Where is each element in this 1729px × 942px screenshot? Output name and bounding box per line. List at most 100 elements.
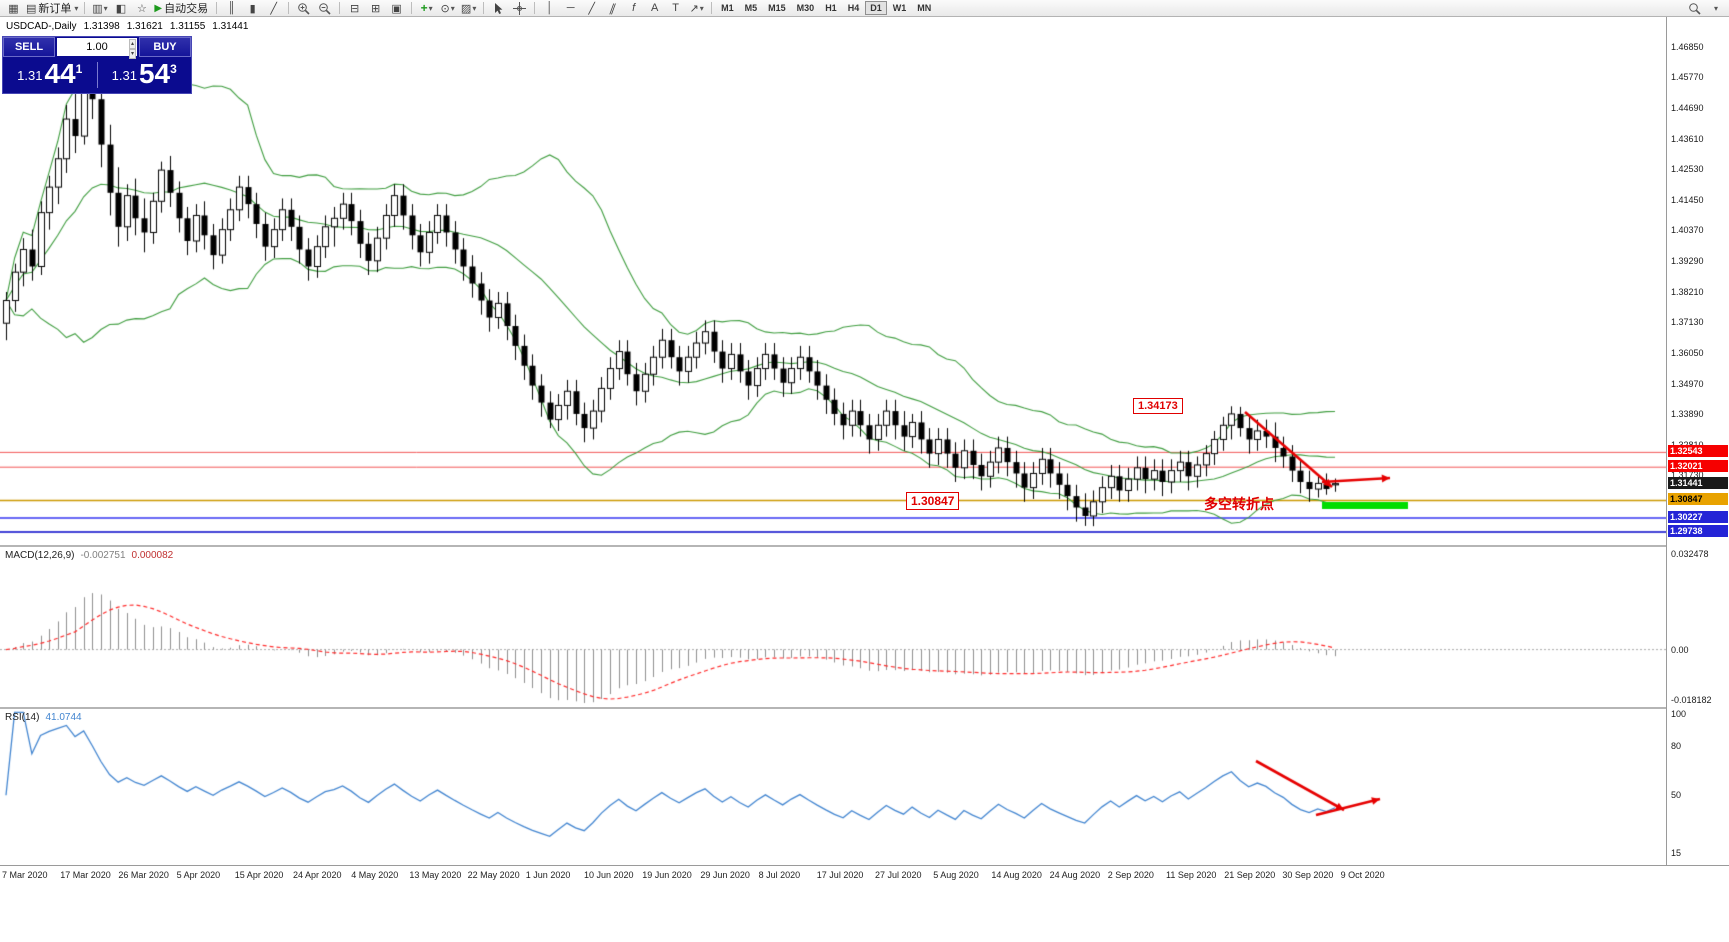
price-tick: 1.37130: [1671, 317, 1704, 328]
channel-icon[interactable]: ∥: [607, 2, 618, 15]
separator: [84, 2, 86, 14]
bar-chart-icon[interactable]: ║: [227, 2, 236, 14]
price-badge: 1.32543: [1668, 445, 1728, 458]
time-label: 24 Apr 2020: [293, 870, 342, 880]
panel-separator[interactable]: [0, 707, 1729, 709]
sell-button[interactable]: SELL: [3, 37, 55, 57]
price-tick: 1.40370: [1671, 225, 1704, 236]
macd-canvas[interactable]: [0, 547, 1666, 707]
price-tick: 1.44690: [1671, 103, 1704, 113]
macd-label: MACD(12,26,9) -0.002751 0.000082: [5, 550, 173, 561]
time-label: 17 Mar 2020: [60, 870, 111, 880]
volume-value: 1.00: [86, 41, 108, 53]
favorites-icon[interactable]: ☆: [136, 2, 147, 15]
support-price-annotation[interactable]: 1.30847: [906, 492, 960, 510]
time-label: 15 Apr 2020: [234, 870, 284, 880]
time-label: 24 Aug 2020: [1049, 870, 1101, 880]
zoom-out-icon[interactable]: [314, 1, 335, 16]
bid-price[interactable]: 1.31 44 1: [3, 59, 97, 90]
toolbar: ▦ ▤ 新订单 ▾ ▥ ▾ ◧ ☆ ▶ 自动交易 ║ ▮ ╱ ⊟ ⊞ ▣ + ▾ ⊙…: [0, 0, 1729, 17]
new-order-button[interactable]: ▤ 新订单 ▾: [24, 1, 80, 16]
main-chart-canvas[interactable]: [0, 17, 1666, 545]
time-label: 7 Mar 2020: [2, 870, 48, 880]
line-chart-icon[interactable]: ╱: [270, 2, 277, 15]
price-scale[interactable]: 1.46850 1.45770 1.44690 1.43610 1.42530 1.414…: [1666, 17, 1729, 865]
timeframe-mn[interactable]: MN: [917, 3, 932, 13]
separator: [534, 2, 536, 14]
play-icon: ▶: [154, 2, 163, 14]
ask-main-digits: 54: [138, 57, 171, 89]
time-axis[interactable]: 7 Mar 2020 17 Mar 2020 26 Mar 2020 5 Apr 20…: [0, 865, 1729, 891]
price-tick: 1.46850: [1671, 41, 1704, 52]
time-label: 2 Sep 2020: [1107, 870, 1154, 880]
text-icon[interactable]: A: [650, 2, 659, 14]
panel-separator[interactable]: [0, 545, 1729, 547]
arrows-tool-icon[interactable]: ↗ ▾: [689, 2, 704, 15]
cascade-windows-icon[interactable]: ▣: [391, 2, 402, 15]
price-badge: 1.31441: [1668, 476, 1728, 489]
toolbar-overflow-icon[interactable]: ▾: [1713, 3, 1718, 13]
price-tick: 1.43610: [1671, 133, 1704, 144]
crosshair-icon[interactable]: [509, 1, 530, 16]
time-label: 4 May 2020: [351, 870, 399, 880]
fibonacci-icon[interactable]: f: [632, 2, 636, 14]
price-tick: 1.36050: [1671, 347, 1704, 358]
time-label: 30 Sep 2020: [1282, 870, 1334, 880]
candlestick-icon[interactable]: ▮: [249, 2, 256, 15]
price-divider: [96, 62, 98, 88]
separator: [411, 2, 413, 14]
horizontal-line-icon[interactable]: ─: [566, 2, 575, 14]
time-label: 17 Jul 2020: [816, 870, 864, 880]
rsi-name: RSI(14): [5, 712, 40, 723]
peak-price-annotation[interactable]: 1.34173: [1133, 398, 1183, 414]
bid-prefix: 1.31: [17, 67, 43, 83]
ohlc-high: 1.31621: [126, 21, 163, 32]
timeframe-m30[interactable]: M30: [796, 3, 815, 13]
label-icon[interactable]: T: [672, 2, 679, 14]
ohlc-low: 1.31155: [169, 21, 206, 32]
rsi-scale-tick: 100: [1671, 709, 1687, 719]
tile-vertical-icon[interactable]: ⊞: [371, 2, 381, 15]
separator: [483, 2, 485, 14]
volume-input[interactable]: 1.00 ▴ ▾: [57, 38, 137, 59]
rsi-canvas[interactable]: [0, 709, 1666, 865]
ask-price[interactable]: 1.31 54 3: [98, 57, 192, 90]
time-label: 9 Oct 2020: [1340, 870, 1385, 880]
price-tick: 1.33890: [1671, 409, 1704, 420]
volume-down-icon[interactable]: ▾: [128, 49, 136, 59]
periods-icon[interactable]: ⊙ ▾: [440, 2, 455, 15]
timeframe-h4[interactable]: H4: [847, 3, 860, 13]
separator: [288, 2, 290, 14]
separator: [711, 2, 713, 14]
timeframe-m5[interactable]: M5: [744, 3, 758, 13]
tile-horizontal-icon[interactable]: ⊟: [350, 2, 360, 15]
volume-up-icon[interactable]: ▴: [128, 39, 136, 49]
timeframe-h1[interactable]: H1: [825, 3, 837, 13]
rsi-scale-tick: 80: [1671, 740, 1682, 751]
autotrade-button[interactable]: ▶ 自动交易: [152, 1, 212, 16]
timeframe-m1[interactable]: M1: [721, 3, 734, 13]
timeframe-w1[interactable]: W1: [892, 3, 907, 13]
timeframe-d1[interactable]: D1: [865, 1, 887, 15]
trendline-icon[interactable]: ╱: [588, 2, 595, 15]
symbol-title: USDCAD-,Daily: [6, 21, 77, 32]
rsi-label: RSI(14) 41.0744: [5, 712, 82, 723]
cursor-icon[interactable]: [488, 1, 509, 16]
profiles-icon[interactable]: ◧: [115, 2, 127, 15]
indicators-icon[interactable]: + ▾: [420, 1, 433, 15]
order-doc-icon: ▤: [26, 2, 37, 15]
zoom-in-icon[interactable]: [293, 1, 314, 16]
separator: [339, 2, 341, 14]
charts-menu-icon[interactable]: ▥ ▾: [92, 2, 108, 15]
time-label: 5 Aug 2020: [933, 870, 979, 880]
turning-point-text[interactable]: 多空转折点: [1204, 496, 1274, 512]
macd-scale-tick: -0.018182: [1671, 695, 1712, 705]
autotrade-label: 自动交易: [164, 3, 209, 15]
search-icon[interactable]: [1684, 1, 1705, 16]
templates-icon[interactable]: ▨ ▾: [460, 2, 477, 15]
vertical-line-icon[interactable]: │: [546, 2, 554, 14]
timeframe-m15[interactable]: M15: [768, 3, 786, 13]
buy-button[interactable]: BUY: [139, 37, 191, 57]
macd-scale-tick: 0.032478: [1671, 549, 1709, 559]
chart-window-icon[interactable]: ▦: [8, 2, 19, 15]
